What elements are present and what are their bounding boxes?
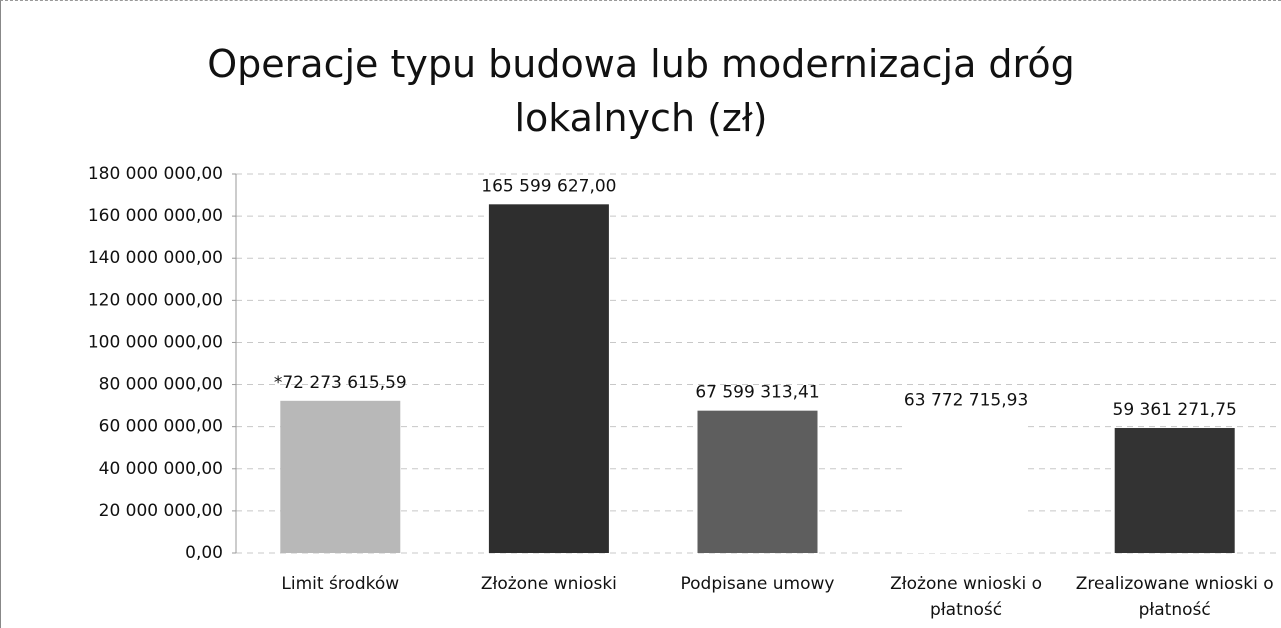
x-tick-label: Zrealizowane wnioski o płatność [1075, 574, 1274, 620]
x-tick-label: Podpisane umowy [680, 574, 835, 594]
bar [280, 400, 401, 553]
bar [697, 410, 818, 553]
y-tick-label: 100 000 000,00 [88, 332, 223, 352]
y-tick-label: 20 000 000,00 [99, 501, 223, 521]
x-tick-label: Złożone wnioski o płatność [890, 574, 1043, 620]
x-tick-label: Limit środków [281, 574, 400, 594]
y-tick-label: 40 000 000,00 [99, 459, 223, 479]
data-label: *72 273 615,59 [274, 373, 407, 393]
y-tick-label: 120 000 000,00 [88, 290, 223, 310]
y-tick-label: 80 000 000,00 [99, 375, 223, 395]
bar [1114, 428, 1235, 553]
y-tick-label: 160 000 000,00 [88, 206, 223, 226]
y-tick-label: 60 000 000,00 [99, 417, 223, 437]
chart-title: Operacje typu budowa lub modernizacja dr… [207, 42, 1075, 140]
x-tick-label: Złożone wnioski [480, 574, 617, 594]
bar [488, 204, 609, 553]
data-label: 63 772 715,93 [904, 391, 1028, 411]
y-tick-label: 0,00 [185, 543, 223, 563]
data-label: 165 599 627,00 [481, 176, 616, 196]
data-label: 67 599 313,41 [695, 383, 819, 403]
y-tick-label: 180 000 000,00 [88, 164, 223, 184]
data-label: 59 361 271,75 [1113, 400, 1237, 420]
y-tick-label: 140 000 000,00 [88, 248, 223, 268]
bar [906, 418, 1027, 553]
